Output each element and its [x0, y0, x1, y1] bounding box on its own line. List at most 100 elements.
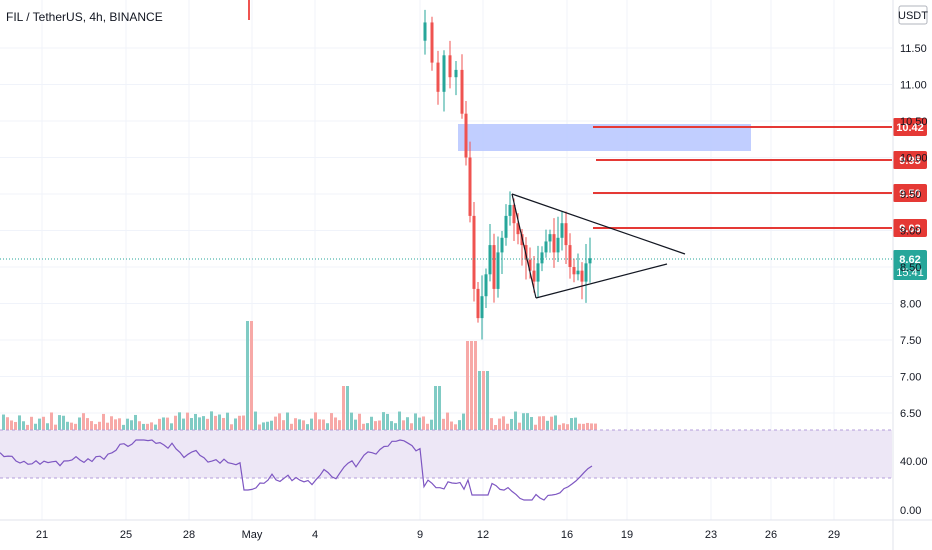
volume-bar: [238, 415, 241, 431]
volume-bar: [414, 413, 417, 431]
level-label: 9.95: [899, 155, 920, 167]
volume-bar: [550, 416, 553, 431]
volume-bar: [146, 423, 149, 431]
price-tick-label: 8.00: [900, 299, 921, 311]
volume-bar: [182, 418, 185, 431]
candle-body: [552, 234, 556, 253]
level-label: 9.50: [899, 188, 920, 200]
volume-bar: [286, 412, 289, 431]
volume-bar: [542, 416, 545, 431]
volume-bar: [430, 419, 433, 431]
candle-body: [536, 263, 540, 282]
volume-bar: [418, 417, 421, 431]
volume-bar: [106, 422, 109, 431]
volume-bar: [94, 424, 97, 431]
candle-body: [508, 204, 512, 216]
volume-bar: [346, 386, 349, 431]
candle-body: [496, 252, 500, 289]
volume-bar: [302, 420, 305, 431]
volume-bar: [166, 417, 169, 431]
candle-body: [460, 69, 464, 114]
volume-bar: [194, 413, 197, 431]
candle-body: [476, 288, 480, 319]
candle-body: [492, 245, 496, 289]
candle-body: [430, 22, 434, 63]
volume-bar: [574, 417, 577, 431]
volume-bar: [326, 423, 329, 431]
volume-bar: [466, 341, 469, 431]
price-tick-label: 9.00: [900, 226, 921, 238]
volume-bar: [458, 420, 461, 431]
candle-body: [512, 204, 516, 224]
volume-bar: [262, 422, 265, 431]
rsi-tick-label: 0.00: [900, 505, 921, 517]
candle-body: [436, 62, 440, 92]
time-tick-label: 12: [477, 529, 489, 541]
volume-bar: [214, 415, 217, 431]
symbol-title: FIL / TetherUS, 4h, BINANCE: [6, 10, 163, 24]
volume-bar: [130, 420, 133, 431]
volume-bar: [358, 413, 361, 431]
volume-bar: [362, 423, 365, 431]
volume-bar: [62, 415, 65, 431]
volume-bar: [274, 416, 277, 431]
volume-bar: [78, 417, 81, 431]
time-tick-label: 29: [828, 529, 840, 541]
volume-bar: [482, 371, 485, 431]
volume-bar: [202, 416, 205, 431]
volume-bar: [74, 423, 77, 431]
volume-bar: [422, 416, 425, 431]
volume-bar: [6, 417, 9, 431]
volume-bar: [210, 411, 213, 431]
price-tick-label: 10.00: [900, 153, 928, 165]
time-tick-label: May: [242, 529, 263, 541]
candle-body: [528, 259, 532, 271]
volume-bar: [190, 418, 193, 431]
volume-bar: [2, 414, 5, 431]
zone-rect: [458, 124, 751, 151]
volume-bar: [578, 423, 581, 431]
price-tick-label: 10.50: [900, 116, 928, 128]
volume-bar: [122, 424, 125, 431]
volume-bar: [254, 411, 257, 431]
volume-bar: [526, 413, 529, 431]
volume-bar: [134, 414, 137, 431]
rsi-line: [0, 439, 593, 501]
time-tick-label: 25: [120, 529, 132, 541]
volume-bar: [246, 321, 249, 431]
candle-body: [588, 258, 592, 264]
price-tick-label: 11.00: [900, 80, 927, 92]
candle-body: [576, 270, 580, 275]
rsi-band: [0, 430, 892, 478]
volume-bar: [426, 423, 429, 431]
triangle-upper-line: [511, 193, 686, 255]
price-tick-label: 7.50: [900, 335, 921, 347]
volume-bar: [118, 418, 121, 431]
volume-bar: [250, 321, 253, 431]
candle-body: [484, 274, 488, 297]
volume-bar: [434, 386, 437, 431]
volume-bar: [386, 413, 389, 431]
volume-bar: [66, 421, 69, 431]
candle-body: [560, 223, 564, 238]
volume-bar: [38, 418, 41, 431]
candle-body: [454, 69, 458, 78]
volume-bar: [42, 416, 45, 431]
candle-body: [580, 270, 584, 282]
time-tick-label: 23: [705, 529, 717, 541]
volume-bar: [154, 424, 157, 431]
volume-bar: [446, 412, 449, 431]
level-label: 9.03: [899, 223, 920, 235]
current-price-badge: [893, 250, 927, 280]
candle-body: [584, 263, 588, 282]
volume-bar: [514, 411, 517, 431]
level-badge: [893, 184, 927, 202]
volume-bar: [46, 423, 49, 431]
candle-body: [500, 237, 504, 253]
candle-body: [468, 157, 472, 216]
volume-bar: [354, 419, 357, 431]
countdown-label: 15:41: [896, 267, 924, 279]
volume-bar: [342, 386, 345, 431]
